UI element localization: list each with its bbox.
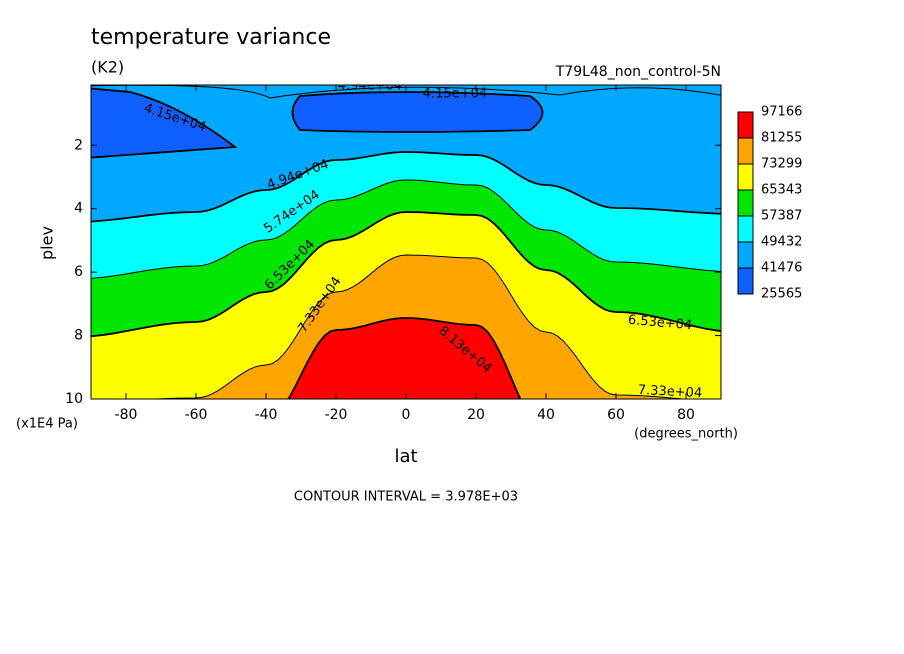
x-tick-label: -40 [255,407,278,423]
units: (K2) [91,58,124,77]
contour-line [91,179,721,279]
colorbar-label: 49432 [761,235,802,250]
colorbar-label: 73299 [761,157,802,172]
x-tick-label: 20 [467,407,485,423]
plot-area: 4.15e+044.94e+044.15e+044.94e+045.74e+04… [91,79,721,399]
contour-label: 4.94e+04 [338,79,402,94]
colorbar-label: 25565 [761,287,802,302]
contour-line [144,254,689,399]
x-tick-label: -80 [115,407,138,423]
footer: CONTOUR INTERVAL = 3.978E+03 [294,490,518,505]
x-units: (degrees_north) [634,427,738,442]
y-tick-label: 4 [74,201,83,217]
y-tick-label: 10 [65,391,83,407]
y-tick-label: 6 [74,264,83,280]
colorbar-box [737,241,754,269]
colorbar-box [737,215,754,243]
y-units: (x1E4 Pa) [16,417,78,432]
contour-line [91,211,721,338]
contour-line [287,317,522,399]
x-tick-label: -60 [185,407,208,423]
colorbar-box [737,189,754,217]
x-tick-label: 60 [607,407,625,423]
x-tick-label: 40 [537,407,555,423]
colorbar-box [737,163,754,191]
colorbar-box [737,111,754,139]
colorbar-label: 41476 [761,261,802,276]
x-tick-label: 0 [402,407,411,423]
contour-label: 4.15e+04 [423,87,487,102]
contour-band [291,91,544,133]
colorbar-label: 57387 [761,209,802,224]
colorbar-box [737,267,754,295]
colorbar-label: 65343 [761,183,802,198]
colorbar-box [737,137,754,165]
x-tick-label: 80 [677,407,695,423]
y-tick-label: 8 [74,328,83,344]
y-tick-label: 2 [74,137,83,153]
contour-band [91,87,238,159]
y-axis-label: plev [38,226,57,260]
contour-band [288,318,521,399]
chart-title: temperature variance [91,25,331,50]
x-tick-label: -20 [325,407,348,423]
x-axis-label: lat [394,446,417,467]
contour-line [91,85,721,99]
contour-line [91,151,721,223]
subtitle: T79L48_non_control-5N [555,64,721,80]
contour-label: 6.53e+04 [627,313,692,334]
colorbar-label: 81255 [761,131,802,146]
colorbar-label: 97166 [761,105,802,120]
